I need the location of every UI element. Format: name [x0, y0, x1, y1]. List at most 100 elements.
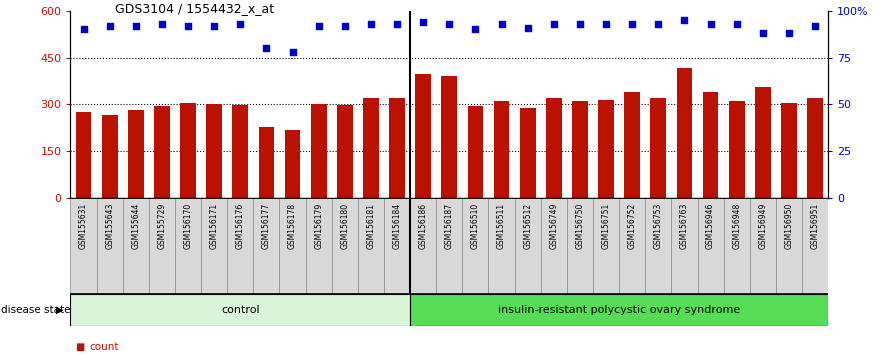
- Bar: [128, 110, 144, 198]
- Point: [782, 30, 796, 36]
- Bar: [306, 198, 332, 294]
- Text: GSM156950: GSM156950: [784, 203, 794, 250]
- Bar: [311, 104, 327, 198]
- Point: [704, 21, 718, 27]
- Text: insulin-resistant polycystic ovary syndrome: insulin-resistant polycystic ovary syndr…: [498, 305, 740, 315]
- Point: [729, 21, 744, 27]
- Bar: [645, 198, 671, 294]
- Text: GSM156177: GSM156177: [262, 203, 271, 249]
- Point: [494, 21, 508, 27]
- Text: GSM156186: GSM156186: [418, 203, 427, 249]
- Text: GSM156512: GSM156512: [523, 203, 532, 249]
- Text: GSM156949: GSM156949: [759, 203, 767, 250]
- Point: [756, 30, 770, 36]
- Point: [521, 25, 535, 30]
- Text: GDS3104 / 1554432_x_at: GDS3104 / 1554432_x_at: [115, 2, 274, 15]
- Bar: [181, 103, 196, 198]
- Bar: [363, 98, 379, 198]
- Point: [677, 17, 692, 23]
- Text: GSM156187: GSM156187: [445, 203, 454, 249]
- Point: [129, 23, 143, 28]
- Text: GSM156951: GSM156951: [811, 203, 819, 249]
- Text: GSM155643: GSM155643: [105, 203, 115, 250]
- Bar: [384, 198, 411, 294]
- Bar: [415, 74, 431, 198]
- Bar: [332, 198, 358, 294]
- Bar: [650, 98, 666, 198]
- Text: GSM156510: GSM156510: [471, 203, 480, 249]
- Point: [102, 23, 116, 28]
- Text: GSM156171: GSM156171: [210, 203, 218, 249]
- Bar: [233, 105, 248, 198]
- Bar: [463, 198, 488, 294]
- Bar: [781, 103, 796, 198]
- Bar: [729, 101, 744, 198]
- Text: count: count: [90, 342, 119, 352]
- Text: GSM156750: GSM156750: [575, 203, 584, 250]
- Bar: [677, 68, 692, 198]
- Point: [808, 23, 822, 28]
- Point: [155, 21, 169, 27]
- Bar: [703, 92, 718, 198]
- Bar: [755, 87, 771, 198]
- Bar: [593, 198, 619, 294]
- Point: [181, 23, 195, 28]
- Point: [233, 21, 248, 27]
- Bar: [566, 198, 593, 294]
- Bar: [520, 108, 536, 198]
- Text: GSM156511: GSM156511: [497, 203, 506, 249]
- Point: [626, 21, 640, 27]
- Text: GSM156948: GSM156948: [732, 203, 741, 249]
- Text: GSM156752: GSM156752: [627, 203, 637, 249]
- Bar: [750, 198, 776, 294]
- Bar: [807, 98, 823, 198]
- Bar: [572, 101, 588, 198]
- Bar: [175, 198, 201, 294]
- Point: [416, 19, 430, 25]
- Bar: [149, 198, 175, 294]
- Point: [469, 27, 483, 32]
- Bar: [358, 198, 384, 294]
- Text: ▶: ▶: [56, 305, 63, 315]
- Bar: [493, 101, 509, 198]
- Bar: [76, 112, 92, 198]
- Point: [285, 49, 300, 55]
- Text: disease state: disease state: [1, 305, 70, 315]
- Bar: [598, 101, 614, 198]
- Point: [573, 21, 587, 27]
- Text: ■: ■: [75, 342, 84, 352]
- Bar: [411, 294, 828, 326]
- Bar: [723, 198, 750, 294]
- Text: GSM156946: GSM156946: [706, 203, 715, 250]
- Text: GSM156184: GSM156184: [393, 203, 402, 249]
- Point: [442, 21, 456, 27]
- Bar: [546, 98, 562, 198]
- Text: GSM156179: GSM156179: [315, 203, 323, 249]
- Text: GSM156751: GSM156751: [602, 203, 611, 249]
- Text: GSM156180: GSM156180: [340, 203, 349, 249]
- Bar: [436, 198, 463, 294]
- Point: [77, 27, 91, 32]
- Bar: [802, 198, 828, 294]
- Text: GSM156181: GSM156181: [366, 203, 375, 249]
- Bar: [102, 115, 117, 198]
- Bar: [625, 92, 640, 198]
- Bar: [70, 198, 97, 294]
- Bar: [389, 98, 405, 198]
- Text: GSM156753: GSM156753: [654, 203, 663, 250]
- Bar: [259, 127, 274, 198]
- Bar: [541, 198, 566, 294]
- Text: GSM155631: GSM155631: [79, 203, 88, 249]
- Text: GSM155729: GSM155729: [158, 203, 167, 249]
- Text: control: control: [221, 305, 260, 315]
- Bar: [206, 104, 222, 198]
- Bar: [776, 198, 802, 294]
- Bar: [201, 198, 227, 294]
- Bar: [154, 106, 170, 198]
- Bar: [698, 198, 723, 294]
- Point: [364, 21, 378, 27]
- Point: [651, 21, 665, 27]
- Text: GSM156178: GSM156178: [288, 203, 297, 249]
- Bar: [97, 198, 122, 294]
- Text: GSM156763: GSM156763: [680, 203, 689, 250]
